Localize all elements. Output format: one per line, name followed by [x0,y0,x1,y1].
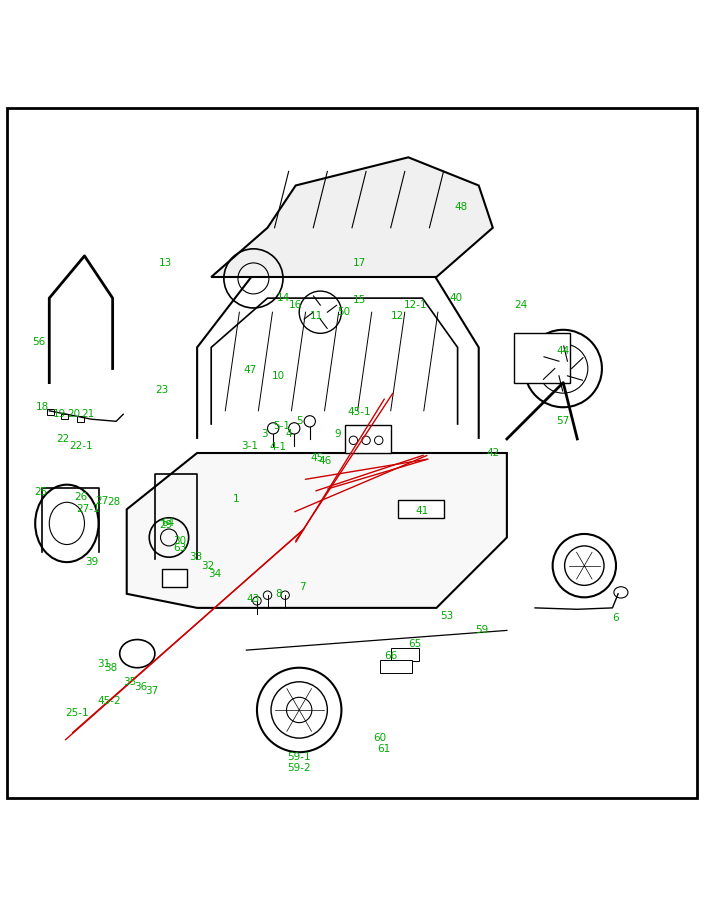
Text: 26: 26 [75,492,87,502]
Text: 59: 59 [476,625,489,635]
Text: 19: 19 [54,410,66,419]
Bar [345,425,391,453]
Text: 38: 38 [105,662,118,673]
Text: 23: 23 [156,385,168,395]
Text: 59-2: 59-2 [287,764,311,774]
Text: 50: 50 [337,307,350,317]
Text: 22-1: 22-1 [69,441,93,451]
Text: 63: 63 [173,543,186,553]
Text: 42: 42 [486,448,499,458]
Polygon shape [211,158,493,277]
Text: 8: 8 [275,589,282,599]
Bar [514,333,570,382]
Bar [380,660,412,672]
Text: 22: 22 [57,434,70,444]
Text: 61: 61 [377,744,390,754]
Text: 6: 6 [612,613,620,623]
Text: 48: 48 [455,202,467,212]
Text: 21: 21 [82,410,94,419]
Bar [398,500,444,517]
Text: 27: 27 [96,496,108,506]
Text: 47: 47 [244,365,256,375]
Text: 44: 44 [557,346,570,356]
Text: 11: 11 [310,311,323,321]
Text: 35: 35 [124,677,137,687]
Text: 64: 64 [161,518,174,528]
Text: 36: 36 [134,681,147,691]
Text: 32: 32 [201,561,214,571]
Text: 43: 43 [247,593,260,603]
Text: 7: 7 [299,582,306,592]
Text: 34: 34 [208,569,221,579]
Text: 65: 65 [409,640,422,650]
Text: 1: 1 [232,494,239,504]
Text: 40: 40 [450,294,463,304]
Text: 59-1: 59-1 [287,752,311,762]
Bar [61,413,68,419]
Text: 3-1: 3-1 [241,441,258,451]
Bar [391,648,419,660]
Text: 16: 16 [289,300,302,310]
Text: 60: 60 [374,733,386,743]
Text: 56: 56 [32,337,45,347]
Text: 30: 30 [173,536,186,546]
Text: 3: 3 [260,429,268,439]
Text: 12: 12 [391,311,404,321]
Text: 33: 33 [189,552,202,563]
Bar [47,410,54,415]
Text: 45-2: 45-2 [97,696,121,706]
Text: 12-1: 12-1 [403,300,427,310]
Text: 41: 41 [416,506,429,516]
Text: 20: 20 [68,410,80,419]
Text: 4-1: 4-1 [270,442,287,452]
Text: 45: 45 [310,453,323,463]
Text: 27-1: 27-1 [76,505,100,515]
Text: 37: 37 [145,686,158,696]
Text: 5-1: 5-1 [273,421,290,431]
Text: 10: 10 [272,371,284,381]
Text: 24: 24 [515,300,527,310]
Bar [162,569,187,587]
Text: 9: 9 [334,429,341,439]
Text: 17: 17 [353,258,365,268]
Text: 46: 46 [319,457,332,467]
Text: 15: 15 [353,294,365,304]
Text: 5: 5 [296,417,303,427]
Text: 28: 28 [108,497,120,507]
Bar [77,417,84,422]
Text: 25: 25 [34,487,47,496]
Text: 66: 66 [384,651,397,660]
Text: 57: 57 [557,417,570,427]
Text: 25-1: 25-1 [65,708,89,718]
Text: 13: 13 [159,258,172,268]
Text: 14: 14 [277,294,289,304]
Polygon shape [127,453,507,608]
Text: 4: 4 [285,429,292,439]
Text: 39: 39 [85,557,98,567]
Text: 18: 18 [36,402,49,412]
Text: 53: 53 [441,612,453,622]
Text: 45-1: 45-1 [347,407,371,417]
Text: 29: 29 [159,520,172,530]
Text: 31: 31 [98,660,111,670]
